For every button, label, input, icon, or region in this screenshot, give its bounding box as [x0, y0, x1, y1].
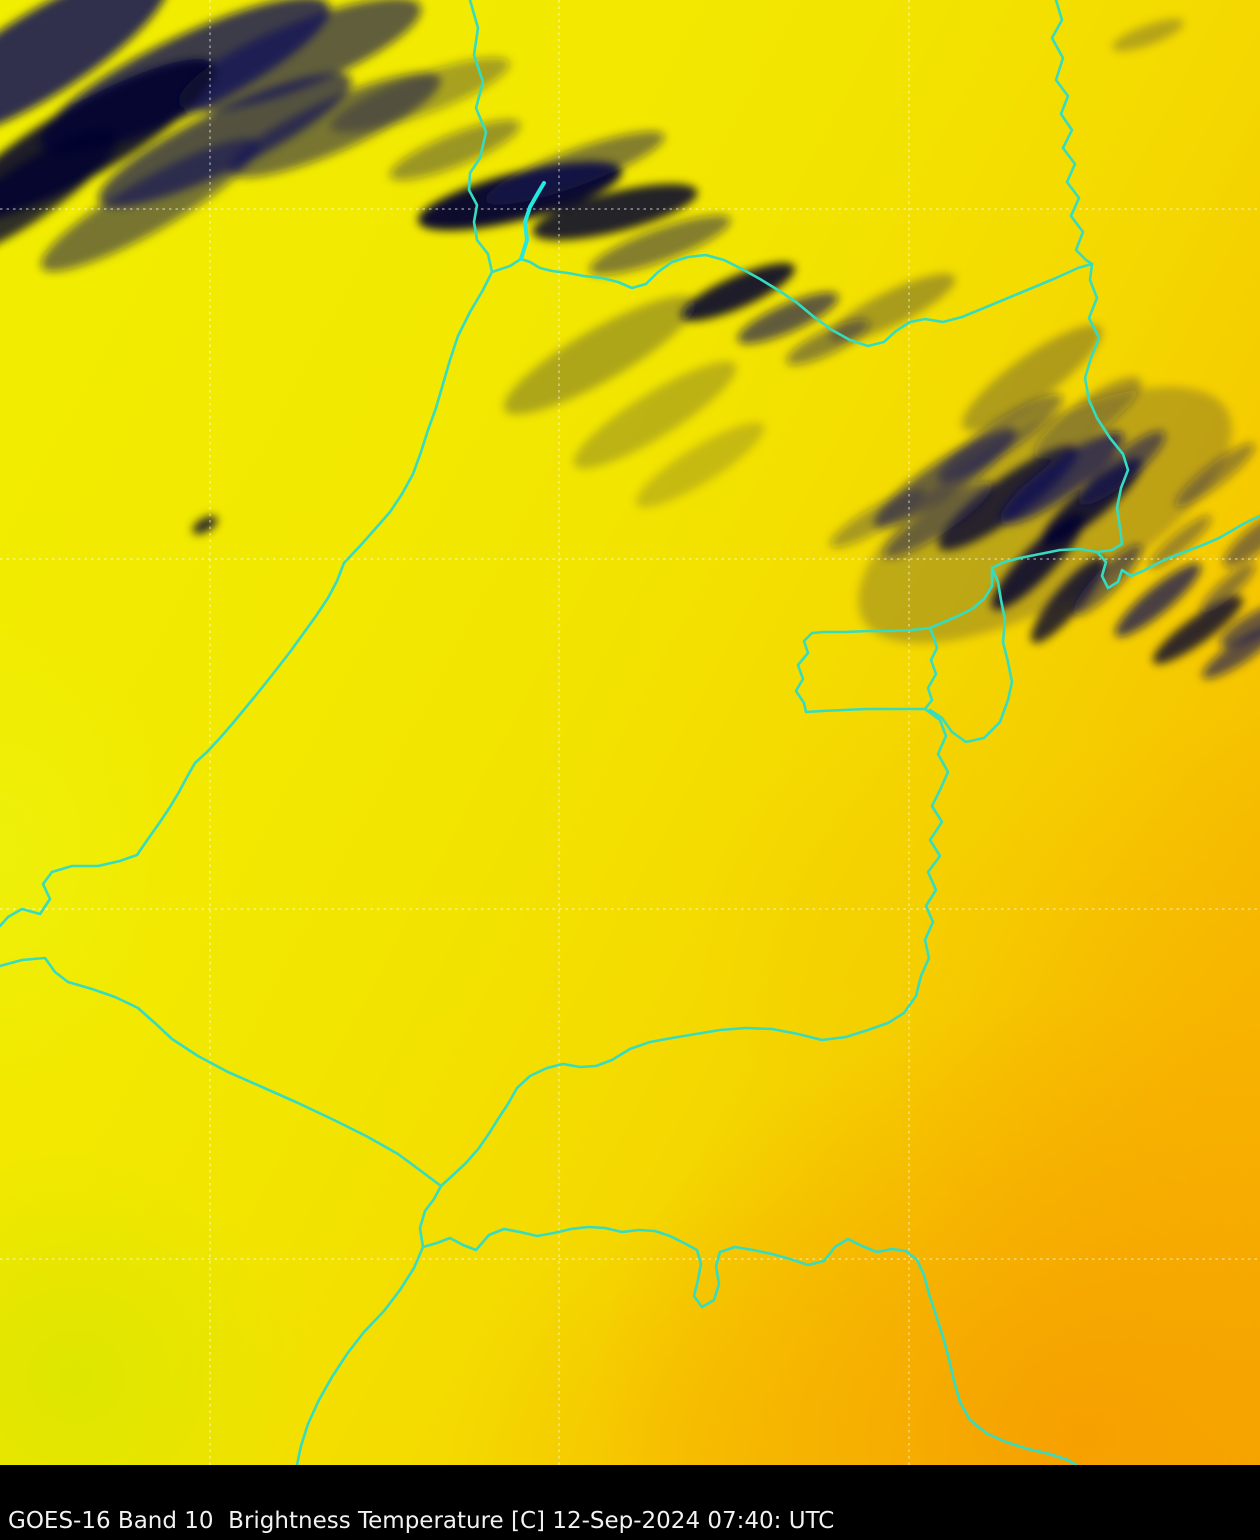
border-east-of-rectangle [928, 566, 1014, 744]
border-north-boundary [490, 253, 1094, 348]
satellite-map [0, 0, 1260, 1465]
border-west-border-north [0, 0, 494, 928]
border-east-border-middle [439, 707, 950, 1188]
border-river-hook [519, 181, 546, 261]
country-border-lines [0, 0, 1260, 1465]
caption-bar: GOES-16 Band 10 Brightness Temperature [… [0, 1465, 1260, 1540]
border-rectangle-boundary [794, 626, 939, 714]
border-east-border-north [990, 0, 1130, 570]
map-overlay [0, 0, 1260, 1465]
border-northeast-branch [1095, 514, 1260, 590]
border-rectangle-connector [928, 566, 994, 630]
caption-text: GOES-16 Band 10 Brightness Temperature [… [8, 1507, 835, 1534]
latitude-longitude-graticule [0, 0, 1260, 1465]
cloud-band-layer [0, 0, 1260, 679]
border-west-border-south [0, 956, 443, 1465]
border-south-boundary [421, 1225, 1078, 1465]
